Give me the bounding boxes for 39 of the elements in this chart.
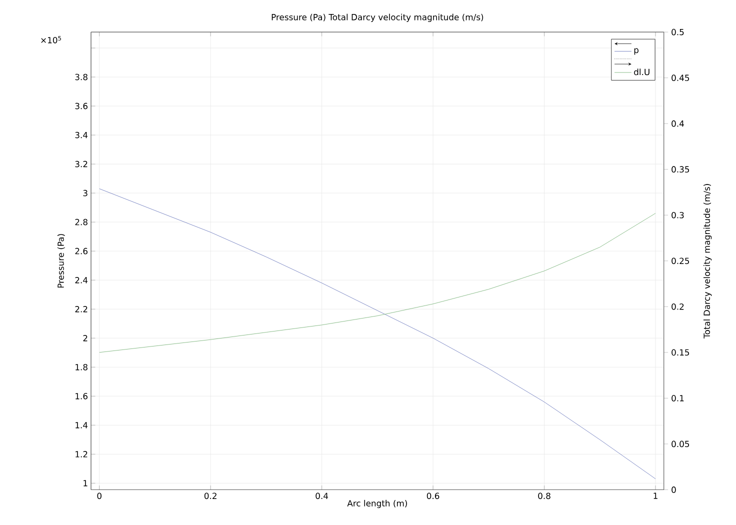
- x-axis-title: Arc length (m): [347, 500, 407, 508]
- x-tick-label: 1: [654, 492, 658, 499]
- y2-tick-label: 0.2: [672, 303, 684, 310]
- y-tick-label: 2.6: [75, 248, 88, 254]
- chart-title: Pressure (Pa) Total Darcy velocity magnitude (m/s): [272, 14, 484, 22]
- legend-label: p: [634, 48, 638, 55]
- y-axis-title: Pressure (Pa): [57, 234, 65, 288]
- x-tick-label: 0.4: [316, 492, 328, 499]
- y-tick-label: 1.2: [76, 450, 88, 458]
- y-tick-label: 1: [84, 480, 88, 486]
- y-tick-label: 3.6: [75, 102, 88, 110]
- y-tick-label: 3.4: [75, 132, 88, 138]
- x-tick-label: 0.2: [204, 492, 216, 499]
- y-tick-label: 2.2: [75, 306, 88, 312]
- y2-tick-label: 0.45: [672, 74, 690, 81]
- y-tick-label: 1.6: [76, 392, 88, 400]
- x-tick-label: 0.8: [538, 492, 550, 499]
- y2-tick-label: 0.35: [672, 166, 690, 172]
- y2-tick-label: 0.4: [672, 120, 684, 127]
- legend-label: dl.U: [634, 68, 650, 76]
- y2-tick-label: 0.15: [672, 349, 690, 356]
- y2-tick-label: 0.5: [672, 28, 684, 36]
- text: ×10$^{5}$: [41, 36, 61, 44]
- y-tick-label: 3: [83, 190, 88, 196]
- y2-tick-label: 0.1: [672, 394, 684, 402]
- y2-tick-label: 0: [672, 486, 676, 493]
- y-tick-label: 2.8: [75, 218, 88, 226]
- y-tick-label: 3.2: [75, 160, 88, 168]
- y2-axis-title: Total Darcy velocity magnitude (m/s): [703, 184, 712, 338]
- y-tick-label: 2.4: [75, 276, 88, 284]
- y2-tick-label: 0.05: [672, 440, 690, 448]
- y2-tick-label: 0.3: [672, 212, 684, 218]
- y-tick-label: 2: [83, 334, 88, 342]
- x-tick-label: 0: [97, 492, 102, 499]
- x-tick-label: 0.6: [426, 492, 440, 499]
- y2-tick-label: 0.25: [672, 258, 690, 264]
- y-tick-label: 1.8: [76, 364, 88, 370]
- y-tick-label: 3.8: [75, 74, 88, 80]
- y-tick-label: 1.4: [76, 422, 88, 428]
